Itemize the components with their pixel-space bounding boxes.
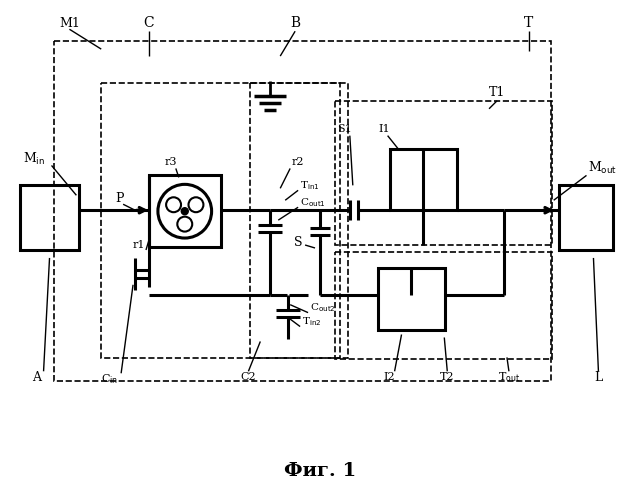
- Text: r2: r2: [292, 158, 305, 167]
- Text: r1: r1: [132, 240, 145, 250]
- Bar: [335, 101, 552, 245]
- Text: A: A: [32, 371, 41, 384]
- Text: C$_{\rm out1}$: C$_{\rm out1}$: [300, 196, 326, 208]
- Text: M1: M1: [60, 17, 81, 30]
- Text: T$_{\rm in2}$: T$_{\rm in2}$: [302, 315, 321, 328]
- Text: S1: S1: [337, 124, 352, 134]
- Circle shape: [181, 207, 188, 215]
- Text: P: P: [115, 192, 124, 205]
- Text: T: T: [524, 16, 534, 30]
- Circle shape: [166, 197, 181, 212]
- Bar: [101, 83, 348, 358]
- Text: S: S: [294, 236, 302, 248]
- Bar: [20, 185, 79, 250]
- Text: C$_{\rm out2}$: C$_{\rm out2}$: [310, 301, 336, 314]
- Bar: [559, 185, 613, 250]
- Text: T1: T1: [489, 86, 505, 99]
- Text: T2: T2: [440, 372, 454, 382]
- Text: I1: I1: [379, 124, 390, 134]
- Text: L: L: [595, 371, 602, 384]
- Text: B: B: [290, 16, 300, 30]
- Circle shape: [177, 217, 192, 232]
- Circle shape: [189, 197, 204, 212]
- Text: I2: I2: [384, 372, 396, 382]
- Text: r3: r3: [164, 158, 177, 167]
- Bar: [54, 41, 550, 381]
- Text: C$_{\rm in}$: C$_{\rm in}$: [100, 372, 118, 386]
- Text: C: C: [143, 16, 154, 30]
- Bar: [149, 175, 221, 247]
- Bar: [335, 252, 552, 359]
- Circle shape: [158, 184, 212, 238]
- Bar: [250, 83, 340, 358]
- Text: M$_{\rm in}$: M$_{\rm in}$: [22, 151, 45, 166]
- Text: C2: C2: [241, 372, 256, 382]
- Bar: [378, 268, 445, 329]
- Text: T$_{\rm in1}$: T$_{\rm in1}$: [300, 179, 320, 192]
- Text: M$_{\rm out}$: M$_{\rm out}$: [589, 161, 618, 176]
- Text: Фиг. 1: Фиг. 1: [284, 462, 356, 480]
- Bar: [390, 149, 457, 210]
- Text: T$_{\rm out}$: T$_{\rm out}$: [498, 370, 520, 384]
